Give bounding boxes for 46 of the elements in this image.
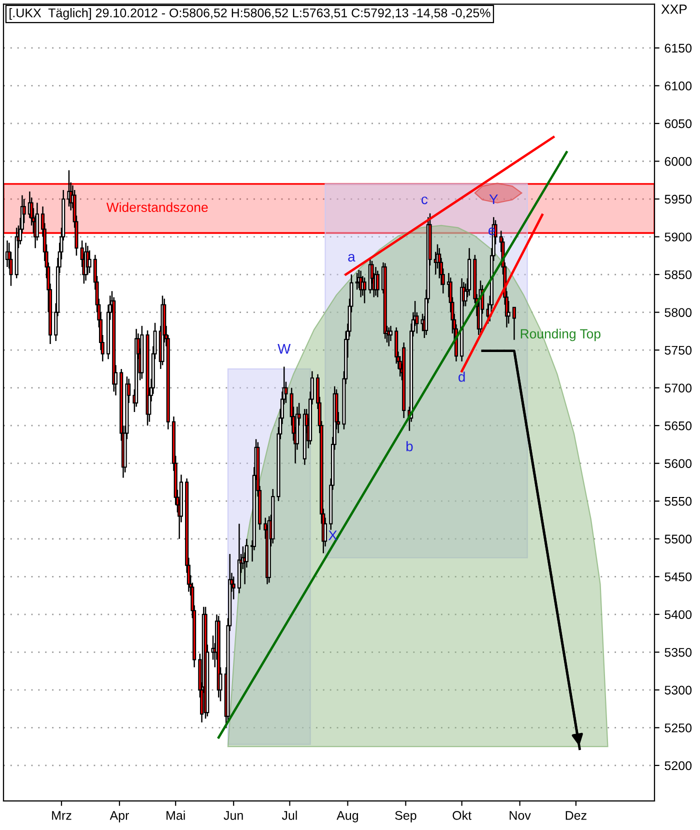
x-tick-label: Aug — [336, 811, 358, 822]
candlestick — [512, 306, 516, 340]
y-tick-label: 6000 — [664, 157, 692, 166]
series-label: Rounding Top — [520, 328, 600, 342]
candlestick — [355, 272, 359, 290]
x-tick-label: Mrz — [52, 811, 72, 820]
y-tick-label: 5650 — [664, 421, 692, 430]
x-tick-label: Mai — [166, 810, 185, 820]
annotation: a — [348, 254, 356, 262]
chart-title: [.UKX Täglich] 29.10.2012 - O:5806,52 H:5806,52 L:5763,51 C:5792,13 -14,58 -0,25% — [10, 8, 490, 20]
x-tick-label: Sep — [395, 811, 416, 822]
y-tick-label: 5750 — [664, 346, 692, 355]
y-tick-label: 5900 — [664, 232, 692, 242]
y-tick-label: 6050 — [664, 119, 692, 128]
y-tick-label: 5350 — [664, 648, 692, 657]
y-tick-label: 5450 — [664, 572, 692, 582]
y-tick-label: 5500 — [664, 534, 692, 544]
y-tick-label: 5700 — [664, 384, 692, 392]
annotation: d — [458, 372, 465, 382]
x-tick-label: Nov — [510, 811, 531, 820]
x-tick-label: Apr — [110, 811, 129, 822]
annotation: Y — [489, 194, 498, 204]
y-axis-title: XXP — [661, 4, 687, 14]
y-tick-label: 5200 — [664, 761, 692, 770]
y-tick-label: 5950 — [664, 194, 692, 204]
y-tick-label: 5600 — [664, 459, 692, 468]
y-tick-label: 5250 — [664, 723, 692, 732]
y-tick-label: 5550 — [664, 496, 692, 506]
candlestick — [88, 250, 92, 274]
band-label: Widerstandszone — [106, 202, 208, 212]
x-tick-label: Jun — [224, 811, 243, 820]
x-tick-label: Jul — [282, 810, 297, 820]
candlestick — [376, 270, 380, 298]
y-tick-label: 6150 — [664, 44, 692, 53]
y-tick-label: 6100 — [664, 82, 692, 90]
y-tick-label: 5400 — [664, 610, 692, 620]
y-tick-label: 5800 — [664, 308, 692, 317]
annotation: b — [406, 441, 413, 452]
y-tick-label: 5850 — [664, 270, 692, 280]
x-tick-label: Dez — [566, 811, 586, 820]
annotation: X — [328, 530, 338, 540]
annotation: e — [488, 228, 495, 236]
x-tick-label: Okt — [452, 810, 472, 820]
annotation: W — [278, 344, 291, 354]
y-tick-label: 5300 — [664, 686, 692, 695]
annotation: c — [422, 196, 428, 204]
